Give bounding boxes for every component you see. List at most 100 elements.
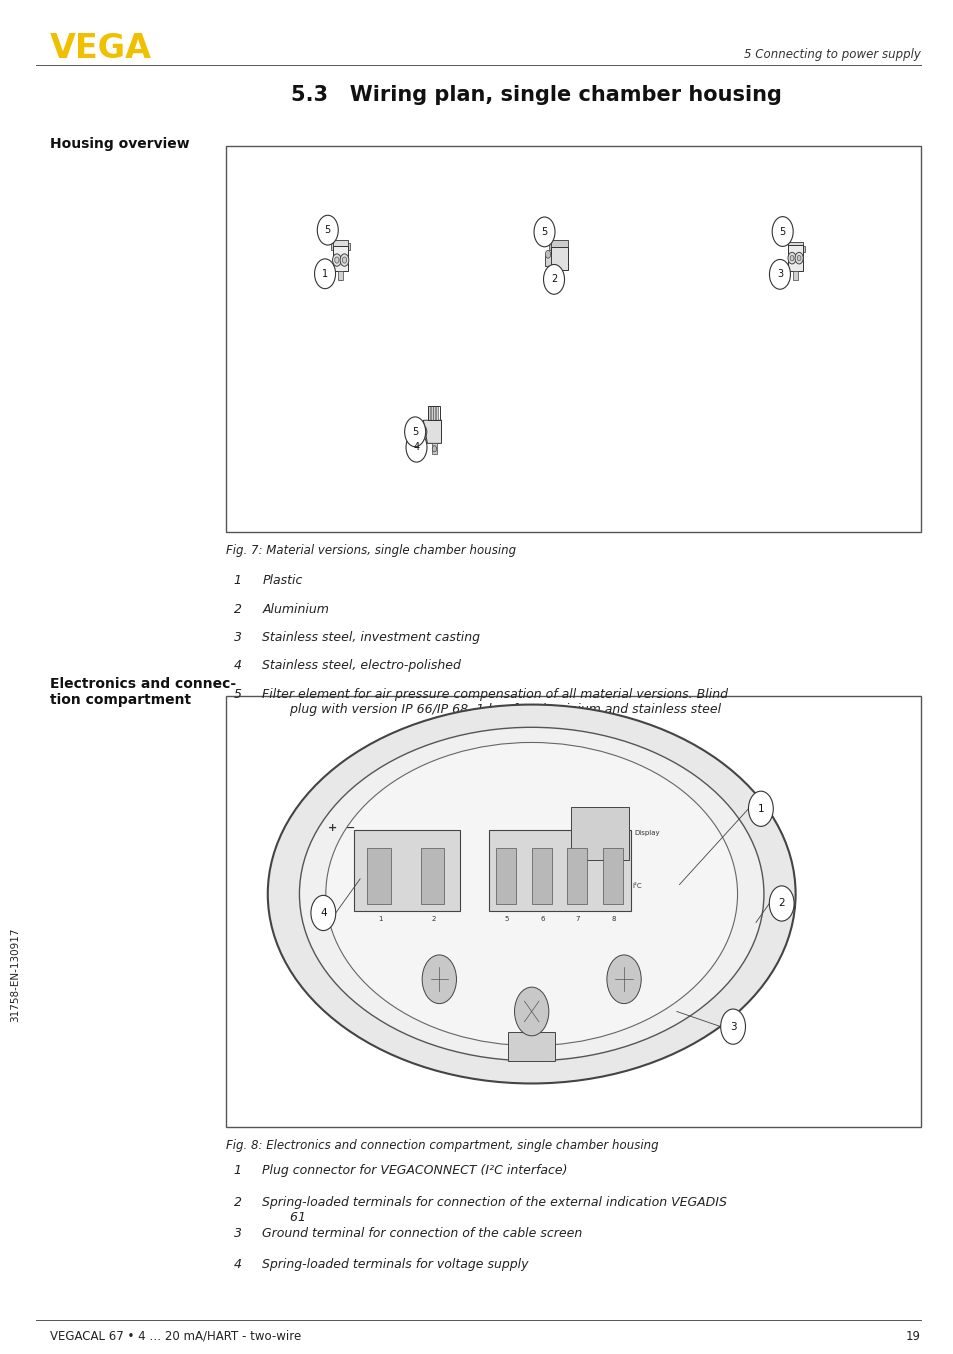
Bar (432, 443, 436, 454)
Text: Plug connector for VEGACONNECT (I²C interface): Plug connector for VEGACONNECT (I²C inte… (262, 1164, 567, 1178)
Circle shape (333, 255, 341, 267)
Bar (331, 244, 333, 250)
Circle shape (606, 955, 640, 1003)
Circle shape (797, 256, 801, 261)
Circle shape (720, 1009, 744, 1044)
Text: 1: 1 (322, 268, 328, 279)
Circle shape (514, 987, 548, 1036)
Bar (507, 1032, 555, 1060)
Text: 19: 19 (904, 1330, 920, 1343)
Text: 1: 1 (757, 804, 763, 814)
Bar (348, 244, 350, 250)
Circle shape (768, 886, 793, 921)
Text: 5: 5 (540, 227, 547, 237)
Text: 4: 4 (233, 1258, 241, 1271)
Text: 4: 4 (413, 443, 419, 452)
Text: 2: 2 (778, 899, 784, 909)
Text: Plastic: Plastic (262, 574, 302, 588)
Bar (544, 255, 551, 267)
Bar (551, 246, 567, 269)
Text: 2: 2 (550, 275, 557, 284)
Circle shape (771, 217, 792, 246)
Bar (226, 146, 920, 532)
Bar (431, 406, 433, 420)
Circle shape (404, 417, 425, 447)
Text: Spring-loaded terminals for voltage supply: Spring-loaded terminals for voltage supp… (262, 1258, 528, 1271)
Text: Fig. 7: Material versions, single chamber housing: Fig. 7: Material versions, single chambe… (226, 544, 516, 558)
Text: 7: 7 (576, 915, 579, 922)
Text: Stainless steel, investment casting: Stainless steel, investment casting (262, 631, 480, 645)
Circle shape (418, 428, 424, 436)
Text: Housing overview: Housing overview (50, 137, 189, 150)
Bar (338, 271, 343, 280)
Bar (489, 830, 631, 911)
Text: 3: 3 (233, 1227, 241, 1240)
Text: 3: 3 (729, 1022, 736, 1032)
Text: 1: 1 (377, 915, 382, 922)
Bar (367, 848, 391, 904)
Circle shape (789, 256, 793, 261)
Bar (428, 406, 430, 420)
Wedge shape (338, 276, 343, 280)
Bar (226, 696, 920, 1127)
Text: 5: 5 (324, 225, 331, 236)
Bar (436, 406, 437, 420)
Text: 1: 1 (233, 574, 241, 588)
Text: 2: 2 (233, 1196, 241, 1209)
Text: Ground terminal for connection of the cable screen: Ground terminal for connection of the ca… (262, 1227, 582, 1240)
Bar (354, 830, 460, 911)
Text: VEGA: VEGA (50, 32, 152, 65)
Circle shape (342, 257, 346, 263)
Bar (787, 246, 789, 252)
Text: 1: 1 (233, 1164, 241, 1178)
Bar (793, 271, 797, 280)
Bar (428, 406, 440, 420)
Text: Spring-loaded terminals for connection of the external indication VEGADIS
      : Spring-loaded terminals for connection o… (262, 1196, 726, 1224)
Text: 5 Connecting to power supply: 5 Connecting to power supply (743, 47, 920, 61)
Bar (787, 245, 802, 271)
Polygon shape (423, 420, 441, 443)
Text: Display: Display (634, 830, 659, 837)
Ellipse shape (326, 742, 737, 1045)
Text: 31758-EN-130917: 31758-EN-130917 (10, 927, 20, 1022)
Bar (333, 240, 348, 259)
Text: 4: 4 (319, 909, 326, 918)
Circle shape (340, 255, 349, 267)
Text: 5: 5 (504, 915, 508, 922)
Circle shape (787, 252, 796, 264)
Circle shape (311, 895, 335, 930)
Bar (802, 246, 804, 252)
Circle shape (769, 260, 790, 290)
Ellipse shape (299, 727, 763, 1060)
Text: 6: 6 (539, 915, 544, 922)
Bar (557, 269, 561, 279)
Circle shape (534, 217, 555, 246)
Bar (551, 240, 567, 259)
Bar (549, 244, 551, 250)
Text: 5: 5 (233, 688, 241, 701)
Text: +: + (328, 823, 336, 833)
Circle shape (543, 264, 564, 294)
Circle shape (545, 250, 550, 259)
Text: Fig. 8: Electronics and connection compartment, single chamber housing: Fig. 8: Electronics and connection compa… (226, 1139, 658, 1152)
Text: 2: 2 (431, 915, 436, 922)
Circle shape (794, 252, 802, 264)
Text: Aluminium: Aluminium (262, 603, 329, 616)
Text: 5.3   Wiring plan, single chamber housing: 5.3 Wiring plan, single chamber housing (291, 85, 781, 104)
Text: Electronics and connec-
tion compartment: Electronics and connec- tion compartment (50, 677, 235, 707)
Circle shape (748, 791, 773, 826)
Text: 4: 4 (233, 659, 241, 673)
Text: VEGACAL 67 • 4 … 20 mA/HART - two-wire: VEGACAL 67 • 4 … 20 mA/HART - two-wire (50, 1330, 300, 1343)
Text: Stainless steel, electro-polished: Stainless steel, electro-polished (262, 659, 460, 673)
Text: 3: 3 (233, 631, 241, 645)
Circle shape (432, 445, 436, 452)
Bar (496, 848, 516, 904)
Circle shape (335, 257, 338, 263)
Bar (602, 848, 622, 904)
Text: Filter element for air pressure compensation of all material versions. Blind
   : Filter element for air pressure compensa… (262, 688, 727, 716)
Bar (433, 406, 435, 420)
Circle shape (314, 259, 335, 288)
Bar (420, 848, 444, 904)
Text: I²C: I²C (632, 883, 641, 890)
Text: 5: 5 (779, 226, 785, 237)
